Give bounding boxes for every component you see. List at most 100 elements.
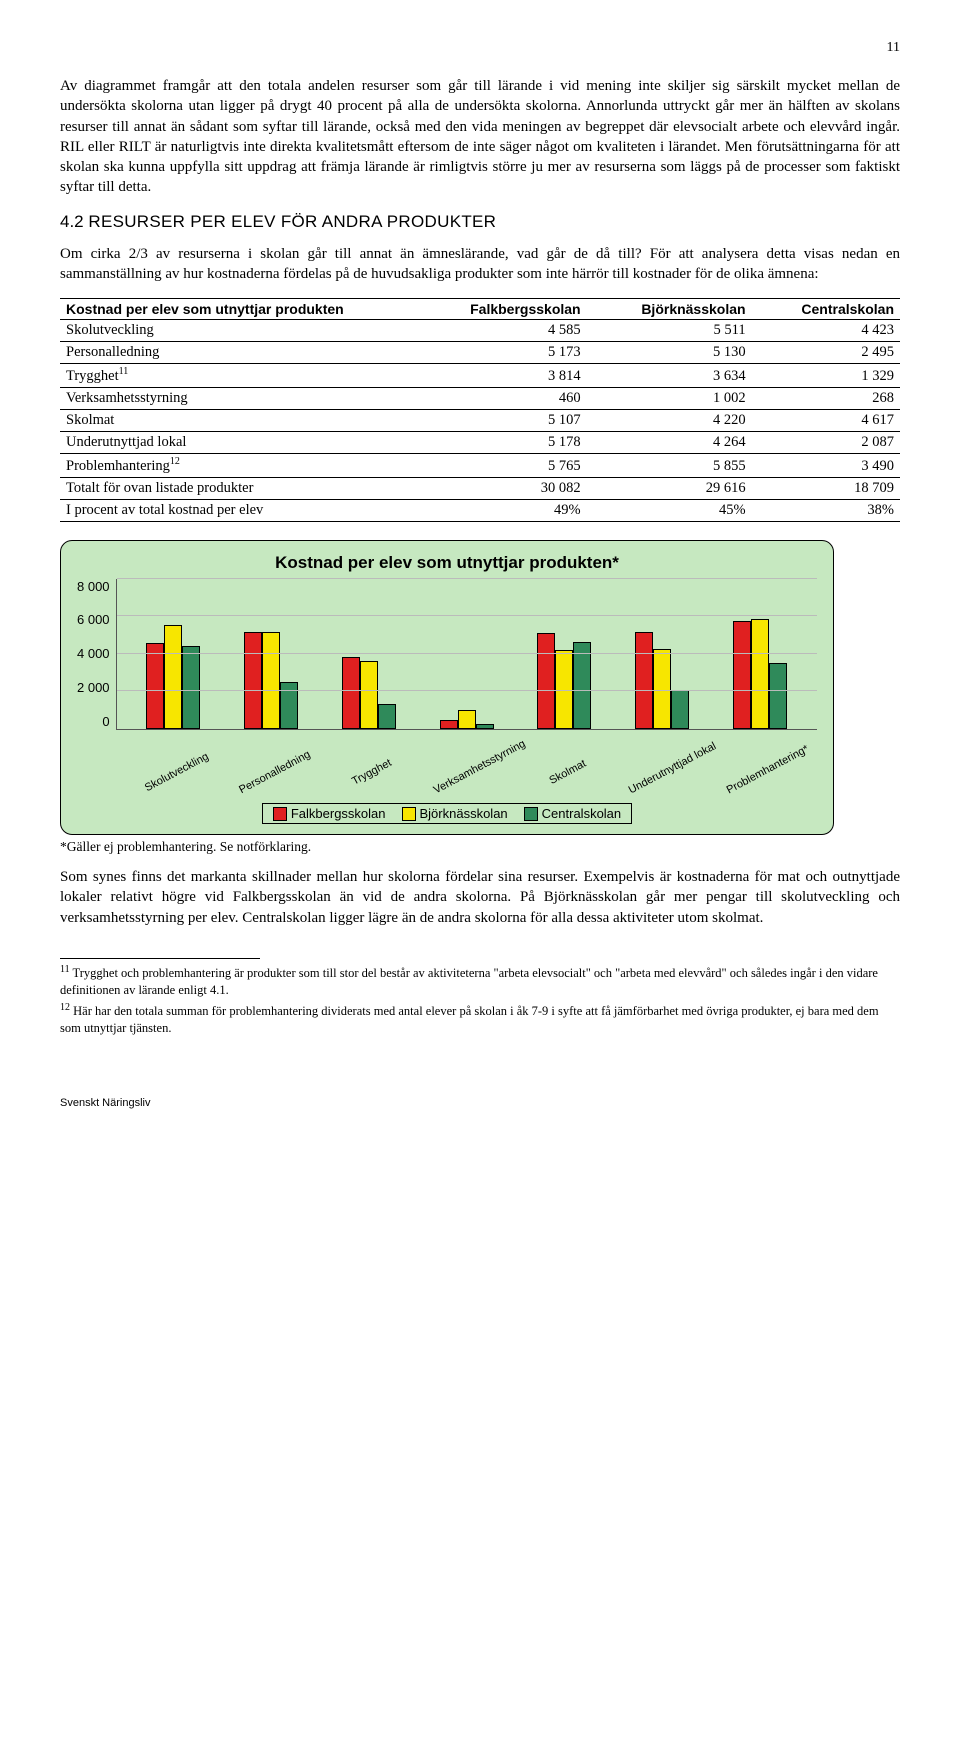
chart-bar [146, 643, 164, 729]
table-total-cell: 18 709 [752, 477, 900, 499]
chart-bar-group [440, 710, 494, 729]
chart-legend-item: Falkbergsskolan [273, 806, 386, 822]
chart-bar-group [537, 633, 591, 729]
chart-bar [182, 646, 200, 729]
body-paragraph-3: Som synes finns det markanta skillnader … [60, 867, 900, 928]
table-row-label: Skolmat [60, 409, 413, 431]
table-cell: 5 130 [587, 342, 752, 364]
chart-bar [733, 621, 751, 729]
table-cell: 2 495 [752, 342, 900, 364]
chart-bar-group [244, 632, 298, 729]
footnote-text: Här har den totala summan för problemhan… [60, 1004, 879, 1035]
table-total-cell: 29 616 [587, 477, 752, 499]
chart-bar-group [146, 625, 200, 728]
heading-text: Resurser per elev för andra produkter [88, 212, 496, 231]
chart-bar [440, 720, 458, 729]
chart-bar [244, 632, 262, 729]
section-heading: 4.2 Resurser per elev för andra produkte… [60, 212, 900, 232]
page-footer: Svenskt Näringsliv [60, 1097, 900, 1109]
table-total-label: Totalt för ovan listade produkter [60, 477, 413, 499]
chart-legend-swatch [524, 807, 538, 821]
table-cell: 1 002 [587, 387, 752, 409]
chart-x-label: Problemhantering* [725, 748, 811, 814]
chart-legend-item: Centralskolan [524, 806, 622, 822]
chart-y-axis: 8 000 6 000 4 000 2 000 0 [77, 579, 116, 729]
chart-bar [751, 619, 769, 729]
chart-bar-group [733, 619, 787, 729]
page-number: 11 [60, 40, 900, 56]
chart-x-label: Skolutveckling [139, 748, 225, 814]
table-cell: 5 511 [587, 320, 752, 342]
chart-bar [378, 704, 396, 729]
chart-bar-group [342, 657, 396, 729]
table-row-header: Kostnad per elev som utnyttjar produkten [60, 299, 413, 320]
footnotes: 11 Trygghet och problemhantering är prod… [60, 963, 900, 1037]
table-col-header: Björknässkolan [587, 299, 752, 320]
chart-bar [280, 682, 298, 729]
footnote-number: 11 [60, 964, 70, 975]
body-paragraph-2: Om cirka 2/3 av resurserna i skolan går … [60, 244, 900, 285]
table-cell: 4 423 [752, 320, 900, 342]
chart-y-tick: 8 000 [77, 579, 110, 594]
chart-plot-area [116, 579, 817, 730]
table-col-header: Falkbergsskolan [413, 299, 587, 320]
chart-legend-swatch [273, 807, 287, 821]
chart-y-tick: 2 000 [77, 680, 110, 695]
table-cell: 460 [413, 387, 587, 409]
table-cell: 5 765 [413, 453, 587, 477]
table-cell: 4 264 [587, 431, 752, 453]
chart-bar [635, 632, 653, 729]
table-cell: 2 087 [752, 431, 900, 453]
cost-table: Kostnad per elev som utnyttjar produkten… [60, 298, 900, 522]
chart-bar [537, 633, 555, 729]
table-row-label: Problemhantering12 [60, 453, 413, 477]
chart-legend-swatch [402, 807, 416, 821]
chart-bar [342, 657, 360, 729]
body-paragraph-1: Av diagrammet framgår att den totala and… [60, 76, 900, 198]
table-cell: 268 [752, 387, 900, 409]
footnote-rule [60, 958, 260, 959]
table-row-label: Trygghet11 [60, 364, 413, 388]
chart-x-labels: SkolutvecklingPersonalledningTrygghetVer… [77, 749, 817, 799]
table-total-cell: 30 082 [413, 477, 587, 499]
chart-bar-group [635, 632, 689, 729]
table-cell: 5 178 [413, 431, 587, 453]
table-total-cell: 38% [752, 499, 900, 521]
table-cell: 3 490 [752, 453, 900, 477]
chart-bar [360, 661, 378, 729]
chart-bar [458, 710, 476, 729]
footnote-number: 12 [60, 1002, 70, 1013]
cost-chart: Kostnad per elev som utnyttjar produkten… [60, 540, 834, 836]
chart-bar [555, 650, 573, 729]
table-cell: 3 814 [413, 364, 587, 388]
table-cell: 4 617 [752, 409, 900, 431]
chart-bar [164, 625, 182, 728]
table-cell: 1 329 [752, 364, 900, 388]
chart-bar [476, 724, 494, 729]
table-row-label: Underutnyttjad lokal [60, 431, 413, 453]
table-row-label: Personalledning [60, 342, 413, 364]
table-col-header: Centralskolan [752, 299, 900, 320]
chart-footnote: *Gäller ej problemhantering. Se notförkl… [60, 839, 900, 855]
chart-x-label: Underutnyttjad lokal [627, 748, 713, 814]
chart-bar [262, 632, 280, 728]
table-cell: 5 107 [413, 409, 587, 431]
chart-bar [653, 649, 671, 729]
footnote-text: Trygghet och problemhantering är produkt… [60, 966, 878, 997]
table-cell: 4 220 [587, 409, 752, 431]
chart-y-tick: 6 000 [77, 612, 110, 627]
table-total-cell: 45% [587, 499, 752, 521]
table-cell: 5 173 [413, 342, 587, 364]
chart-bar [671, 690, 689, 729]
table-total-label: I procent av total kostnad per elev [60, 499, 413, 521]
table-total-cell: 49% [413, 499, 587, 521]
chart-title: Kostnad per elev som utnyttjar produkten… [77, 553, 817, 573]
table-cell: 3 634 [587, 364, 752, 388]
table-row-label: Skolutveckling [60, 320, 413, 342]
table-cell: 5 855 [587, 453, 752, 477]
table-cell: 4 585 [413, 320, 587, 342]
chart-y-tick: 0 [102, 714, 109, 729]
heading-number: 4.2 [60, 212, 84, 231]
chart-y-tick: 4 000 [77, 646, 110, 661]
table-row-label: Verksamhetsstyrning [60, 387, 413, 409]
